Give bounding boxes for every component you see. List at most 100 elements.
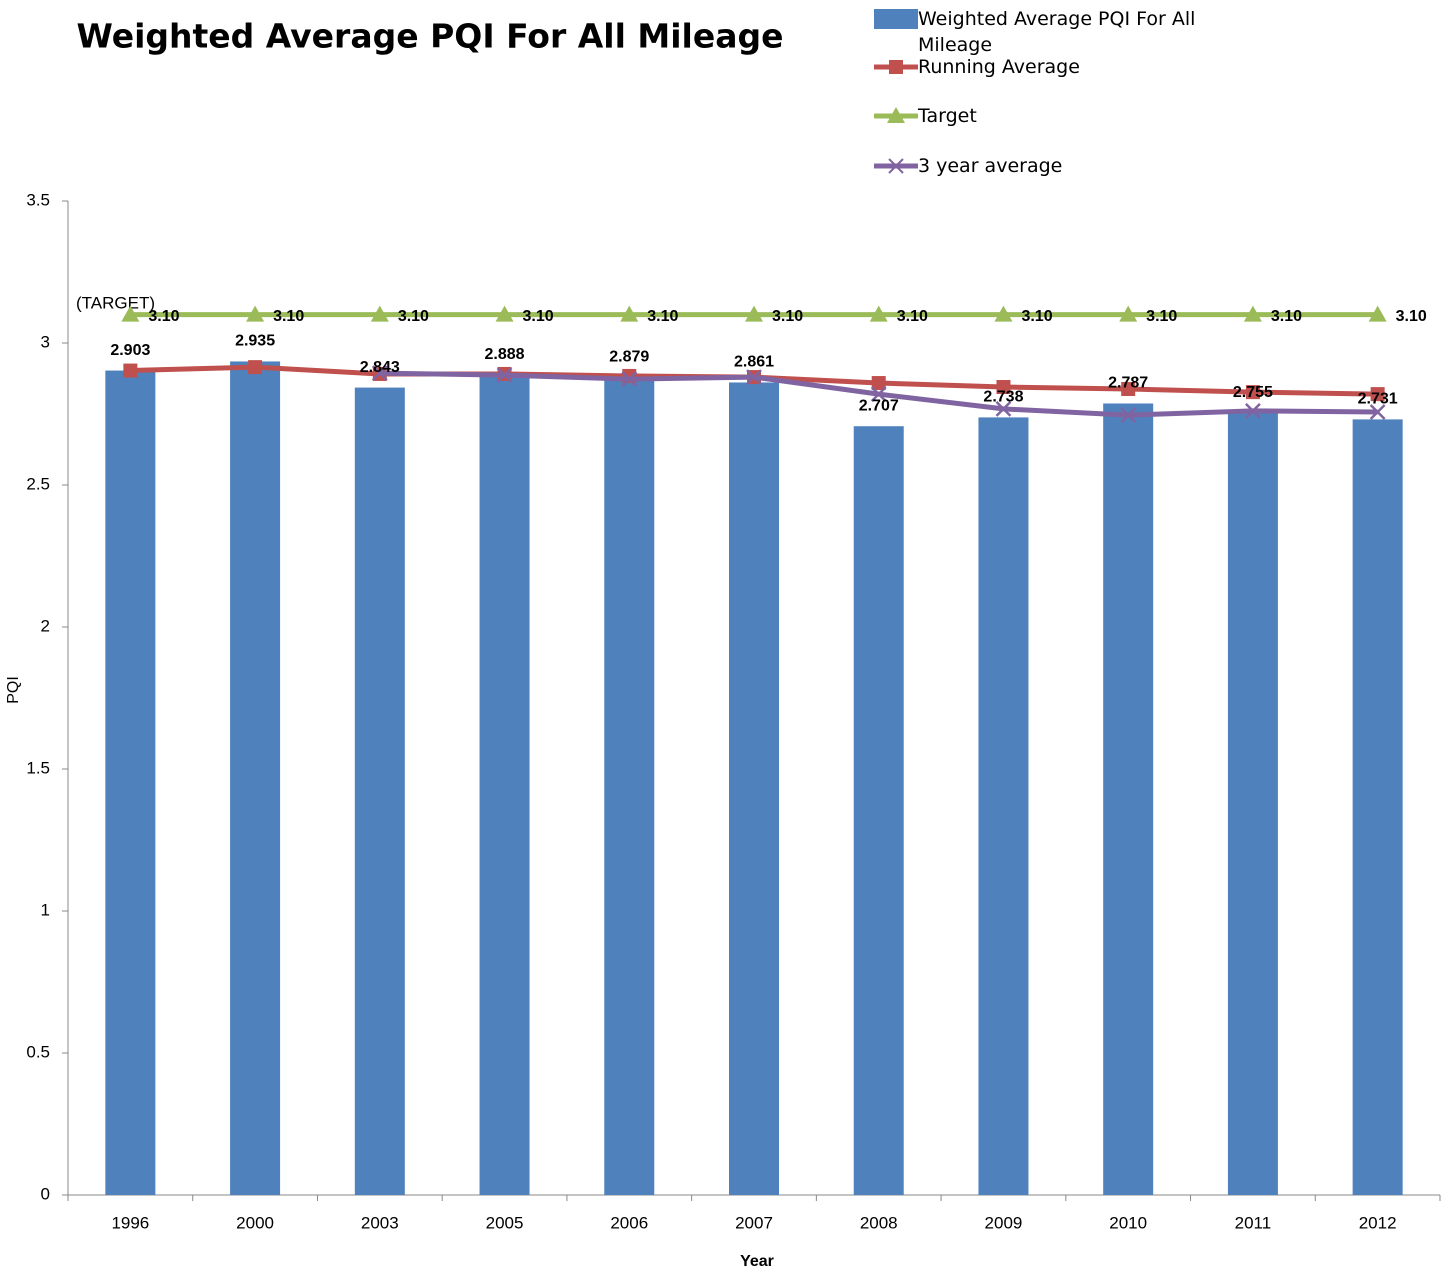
y-tick-label: 0 [41, 1184, 50, 1203]
line-marker [1243, 305, 1262, 322]
x-tick-label: 2005 [486, 1213, 524, 1232]
x-tick-label: 1996 [111, 1213, 149, 1232]
line-marker [1370, 387, 1385, 402]
legend-swatch [874, 9, 918, 29]
line-marker [869, 305, 888, 322]
bar [1352, 419, 1403, 1195]
line-marker [1120, 407, 1137, 424]
legend-swatch [874, 107, 918, 123]
data-label: 2.707 [859, 397, 899, 414]
line-marker [745, 305, 763, 322]
bar [729, 382, 779, 1195]
data-label: 2.843 [360, 359, 400, 376]
x-tick-label: 2012 [1359, 1213, 1397, 1232]
annotation: (TARGET) [76, 293, 155, 312]
line-marker [496, 367, 513, 383]
y-tick-label: 2.5 [26, 474, 50, 493]
legend-item: Running Average [872, 54, 1203, 80]
x-axis-title: Year [740, 1253, 774, 1270]
y-tick-label: 3 [41, 332, 50, 351]
legend-swatch [874, 158, 918, 174]
line-marker [620, 305, 639, 322]
line-marker [1245, 402, 1261, 419]
data-label: 3.10 [1021, 308, 1052, 325]
line-marker [1119, 305, 1138, 322]
legend-swatch [874, 60, 918, 74]
data-label: 3.10 [148, 308, 179, 325]
line-marker [1121, 382, 1136, 397]
chart-title: Weighted Average PQI For All Mileage [76, 17, 783, 56]
line-marker [996, 380, 1011, 395]
bar [479, 374, 530, 1196]
line-marker [370, 305, 389, 322]
y-tick-label: 0.5 [26, 1042, 50, 1061]
bar [105, 370, 156, 1196]
x-tick-label: 2007 [735, 1213, 773, 1232]
line-marker [1368, 305, 1387, 322]
x-tick-label: 2008 [860, 1213, 898, 1232]
legend-swatch-part [889, 60, 903, 74]
legend-label: Weighted Average PQI For All Mileage [918, 8, 1196, 56]
bar [1227, 412, 1278, 1196]
data-label: 3.10 [1146, 308, 1177, 325]
bar [354, 387, 405, 1195]
line-marker [121, 305, 140, 322]
data-label: 2.935 [235, 333, 275, 350]
data-label: 2.787 [1108, 375, 1148, 392]
legend-swatch-part [888, 158, 904, 174]
line-marker [994, 305, 1013, 322]
legend-item: Weighted Average PQI For All Mileage [872, 6, 1203, 58]
line-marker [621, 371, 638, 387]
legend-swatch-part [874, 9, 918, 29]
x-tick-label: 2009 [985, 1213, 1023, 1232]
y-tick-label: 1.5 [26, 758, 50, 777]
y-tick-label: 1 [41, 900, 50, 919]
x-tick-label: 2003 [361, 1213, 399, 1232]
line-marker [995, 401, 1012, 417]
data-label: 3.10 [647, 308, 678, 325]
data-label: 2.879 [609, 349, 649, 366]
line-marker [495, 305, 514, 322]
y-tick-label: 2 [41, 616, 50, 635]
data-label: 2.738 [983, 389, 1023, 406]
y-tick-label: 3.5 [26, 190, 50, 209]
x-tick-label: 2000 [236, 1213, 274, 1232]
line-marker [1369, 404, 1386, 420]
line-marker [746, 369, 762, 385]
legend-label: 3 year average [918, 155, 1063, 177]
legend-label: Target [918, 105, 977, 127]
line-marker [870, 386, 887, 403]
data-label: 2.888 [485, 346, 525, 363]
legend-swatch-part [887, 107, 905, 123]
legend-label: Running Average [918, 56, 1080, 78]
line-marker [248, 360, 263, 375]
data-label: 2.755 [1233, 384, 1273, 401]
line-marker [1245, 385, 1260, 400]
line-marker [123, 363, 138, 378]
x-tick-label: 2006 [610, 1213, 648, 1232]
bar [978, 417, 1029, 1196]
line-marker [871, 376, 886, 391]
data-label: 3.10 [523, 308, 554, 325]
x-tick-label: 2011 [1235, 1213, 1272, 1232]
line-marker [371, 365, 388, 381]
legend-item: 3 year average [872, 153, 1203, 179]
data-label: 3.10 [1271, 308, 1302, 325]
data-label: 3.10 [273, 308, 304, 325]
bar [853, 426, 904, 1195]
legend-item: Target [872, 103, 1203, 129]
data-label: 3.10 [897, 308, 928, 325]
data-label: 2.861 [734, 354, 774, 371]
line-marker [246, 305, 265, 322]
data-label: 3.10 [1396, 308, 1427, 325]
data-label: 2.903 [110, 342, 150, 359]
x-tick-label: 2010 [1109, 1213, 1147, 1232]
data-label: 3.10 [772, 308, 803, 325]
bar [230, 361, 281, 1196]
y-axis-title: PQI [5, 676, 22, 704]
bar [1103, 403, 1154, 1195]
data-label: 2.731 [1358, 391, 1398, 408]
data-label: 3.10 [398, 308, 429, 325]
